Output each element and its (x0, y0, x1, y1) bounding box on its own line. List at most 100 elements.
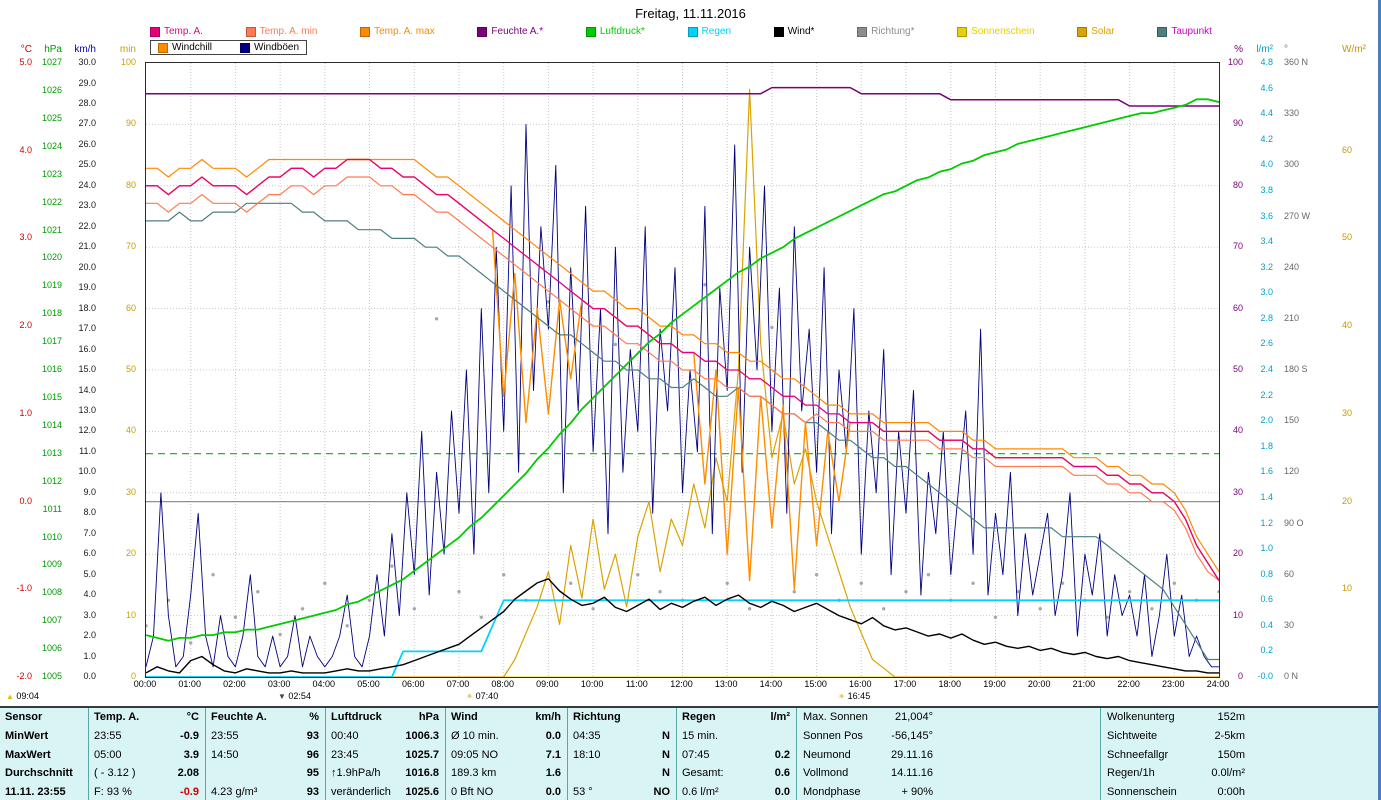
legend-label: Temp. A. (164, 26, 203, 37)
table-info-label: Mondphase (803, 786, 861, 799)
axis-tick: 20 (125, 548, 136, 559)
axis-tick: 90 (125, 118, 136, 129)
table-row: 4.23 g/m³ 93 (206, 783, 325, 800)
table-cell-value: NO (653, 786, 671, 799)
x-axis-label: 07:00 (446, 679, 470, 689)
series-richtung-dot (1127, 590, 1132, 594)
axis-unit-pct: % (1234, 44, 1243, 55)
series-richtung-dot (591, 607, 595, 611)
axis-tick: -1.0 (16, 583, 32, 594)
x-axis-label: 12:00 (670, 679, 693, 689)
legend-label: Wind* (787, 26, 815, 37)
series-richtung-dot (211, 573, 215, 577)
series-richtung-dot (390, 564, 394, 568)
legend-item: Regen (687, 26, 731, 37)
axis-unit-hpa: hPa (44, 44, 62, 55)
series-richtung-dot (345, 624, 349, 628)
axis-tick: 240 (1284, 261, 1300, 272)
table-info-pair: Wolkenunterg 152m (1107, 708, 1245, 727)
series-temp (146, 158, 1219, 581)
legend-item: Luftdruck* (585, 26, 645, 37)
axis-tick: 1.2 (1260, 517, 1273, 528)
table-cell-label: ↑1.9hPa/h (331, 767, 381, 780)
series-richtung-dot (367, 598, 372, 602)
axis-tick: 13.0 (78, 404, 96, 415)
series-richtung-dot (256, 590, 260, 594)
table-cell-label: 23:55 (211, 729, 239, 742)
table-row: Vollmond 14.11.16 (797, 764, 1100, 783)
table-cell-label: 09:05 NO (451, 748, 499, 761)
axis-tick: 3.0 (83, 609, 96, 620)
table-col-name: Wind (451, 711, 478, 723)
page-title: Freitag, 11.11.2016 (635, 6, 746, 21)
table-cell-label: 4.23 g/m³ (211, 786, 258, 799)
axis-tick: 10 (125, 609, 136, 620)
table-col-unit: l/m² (770, 711, 790, 723)
axis-tick: -2.0 (16, 671, 32, 681)
table-col-temp-a-: Temp. A. °C 23:55 -0.9 05:00 3.9 ( - 3.12 ) 2.0… (88, 708, 205, 800)
table-row: 15 min. (677, 727, 796, 746)
axis-tick: 30 (1342, 407, 1353, 418)
axis-hpa: 1027 1026 1025 1024 1023 1022 1021 1020 1019 1018… (36, 57, 62, 681)
legend-swatch-icon (245, 26, 256, 37)
axis-unit-deg: ° (1284, 44, 1288, 55)
table-col-name: Temp. A. (94, 711, 140, 723)
legend-label: Windböen (254, 42, 300, 53)
series-richtung-dot (323, 581, 327, 585)
table-row: 00:40 1006.3 (326, 727, 445, 746)
axis-tick: 1007 (41, 615, 62, 626)
axis-tick: 1020 (41, 252, 62, 263)
axis-tick: 0.4 (1260, 619, 1273, 630)
series-richtung-dot (434, 317, 439, 321)
marker-time: 16:45 (845, 691, 871, 701)
axis-tick: 30 (1284, 619, 1295, 630)
series-richtung-dot (814, 573, 819, 577)
series-regen (146, 599, 1219, 677)
table-info-value: 0.0l/m² (1211, 767, 1245, 780)
table-row: Wolkenunterg 152m (1101, 708, 1381, 727)
axis-tick: 2.0 (83, 630, 96, 641)
table-row: Max. Sonnen 21,004° (797, 708, 1100, 727)
axis-tick: 27.0 (78, 118, 96, 129)
axis-tick: 25.0 (78, 159, 96, 170)
axis-tick: 19.0 (78, 282, 96, 293)
series-richtung-dot (613, 342, 618, 347)
axis-tick: 2.0 (1260, 415, 1273, 426)
series-richtung-dot (479, 615, 483, 619)
series-richtung-dot (1172, 581, 1177, 585)
axis-tick: 21.0 (78, 241, 96, 252)
x-axis-label: 23:00 (1162, 679, 1185, 689)
table-row-header: Durchschnitt (5, 767, 73, 780)
table-row: Sichtweite 2-5km (1101, 727, 1381, 746)
axis-tick: 26.0 (78, 138, 96, 149)
series-richtung-dot (636, 573, 640, 577)
table-row: 189.3 km 1.6 (446, 764, 567, 783)
axis-tick: 4.8 (1260, 57, 1273, 67)
table-row-header: Sensor (5, 711, 43, 723)
series-richtung-dot (971, 581, 975, 585)
marker-icon: ☀ (466, 692, 474, 701)
table-row: Mondphase + 90% (797, 783, 1100, 800)
series-temp_max (146, 158, 1219, 573)
table-row: veränderlich 1025.6 (326, 783, 445, 800)
legend-label: Sonnenschein (971, 26, 1035, 37)
axis-tick: 3.0 (19, 232, 32, 243)
axis-tick: 0.6 (1260, 594, 1273, 605)
legend-label: Temp. A. max (374, 26, 435, 37)
table-info-label: Wolkenunterg (1107, 711, 1175, 723)
table-col-luftdruck: Luftdruck hPa 00:40 1006.3 23:45 1025.7 ↑1.9hP… (325, 708, 445, 800)
axis-tick: 1.6 (1260, 466, 1273, 477)
table-row: 0 Bft NO 0.0 (446, 783, 567, 800)
table-cell-label: 23:45 (331, 748, 359, 761)
legend-label: Feuchte A.* (491, 26, 544, 37)
axis-tick: 23.0 (78, 200, 96, 211)
axis-tick: 70 (125, 241, 136, 252)
table-cell-label: 14:50 (211, 748, 239, 761)
axis-tick: 1017 (41, 336, 62, 347)
table-row: N (568, 764, 676, 783)
axis-tick: 60 (125, 302, 136, 313)
table-cell-label: 07:45 (682, 748, 710, 761)
legend-swatch-icon (150, 26, 160, 37)
table-cell-value: N (662, 748, 670, 761)
table-row: 23:55 -0.9 (89, 727, 205, 746)
